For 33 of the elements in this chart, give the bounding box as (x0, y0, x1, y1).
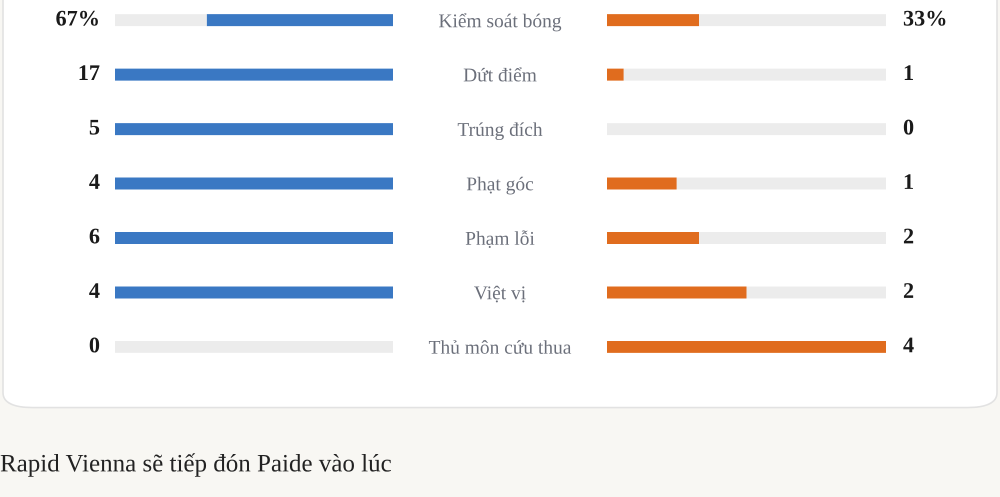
y-tick-label: Thủ môn cứu thua (428, 340, 572, 354)
text: 4 (903, 338, 914, 352)
y-tick-label: Phạm lỗi (466, 230, 534, 248)
text: 33% (904, 10, 946, 26)
bar (607, 178, 677, 190)
text: Rapid Vienna sẽ tiếp đón Paide vào lúc (0, 453, 391, 477)
bar (607, 340, 886, 353)
bar (607, 68, 624, 81)
text: 67% (56, 10, 98, 26)
text: 0 (90, 338, 100, 352)
bar (624, 68, 886, 81)
y-tick-label: Kiểm soát bóng (438, 13, 562, 32)
text: 0 (904, 120, 914, 135)
text: 6 (90, 228, 100, 244)
bar (607, 286, 746, 298)
text: 4 (89, 283, 100, 298)
bar (607, 14, 700, 26)
bar (746, 286, 886, 298)
y-tick-label: Phạt góc (466, 176, 534, 194)
text: 2 (904, 283, 914, 298)
bar (699, 14, 886, 26)
bar (607, 232, 700, 244)
text: 5 (90, 120, 100, 135)
y-tick-label: Dứt điểm (464, 67, 537, 82)
y-tick-label: Việt vị (474, 286, 526, 302)
text: 2 (904, 228, 914, 244)
text: 1 (904, 65, 913, 80)
bar (676, 178, 886, 190)
text: 17 (80, 65, 100, 80)
y-tick-label: Trúng đích (458, 122, 542, 140)
bar (699, 232, 886, 244)
text: 4 (89, 174, 100, 189)
text: 1 (904, 174, 913, 189)
